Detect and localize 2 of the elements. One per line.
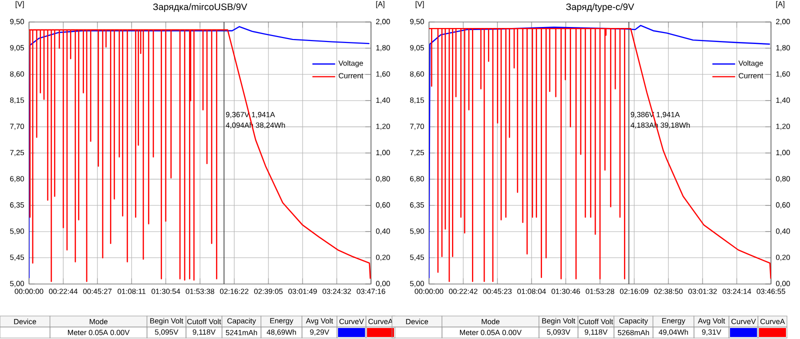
chart-title: Зарядка/mircoUSB/9V xyxy=(153,3,248,12)
chart-title: Заряд/type-c/9V xyxy=(566,3,634,12)
